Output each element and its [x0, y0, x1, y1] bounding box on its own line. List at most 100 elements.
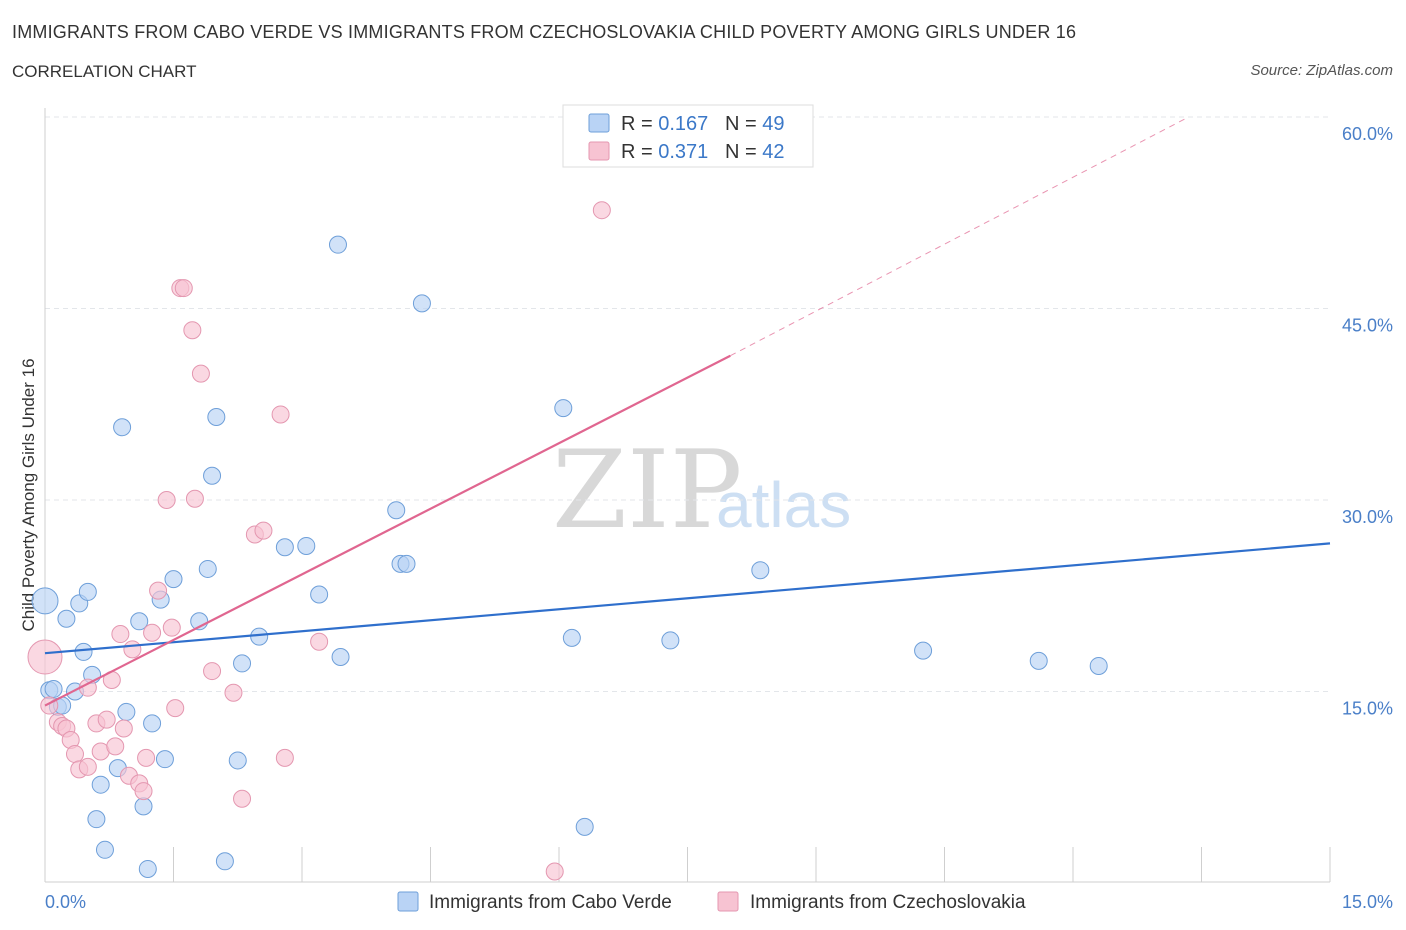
bottom-legend-swatch-blue: [397, 891, 419, 912]
point-czechoslovakia: [65, 745, 84, 764]
point-cabo-verde: [203, 466, 222, 485]
point-cabo-verde: [562, 628, 581, 647]
watermark-zip: ZIP: [552, 428, 742, 553]
point-cabo-verde: [387, 501, 406, 520]
point-czechoslovakia: [134, 782, 153, 801]
point-czechoslovakia: [114, 719, 133, 738]
point-czechoslovakia: [271, 405, 290, 424]
point-czechoslovakia: [106, 737, 125, 756]
point-czechoslovakia: [149, 581, 168, 600]
point-cabo-verde: [1089, 656, 1108, 675]
point-cabo-verde: [198, 559, 217, 578]
trend-lines: [44, 116, 1331, 707]
point-cabo-verde: [297, 536, 316, 555]
x-axis-ticks: [44, 847, 1331, 882]
legend-r-value-2: 0.371: [658, 141, 708, 163]
data-points: [27, 201, 1108, 881]
point-cabo-verde: [661, 631, 680, 650]
point-czechoslovakia: [275, 748, 294, 767]
legend-r-label-1: R =: [621, 113, 658, 135]
point-cabo-verde: [134, 797, 153, 816]
point-cabo-verde: [250, 627, 269, 646]
point-czechoslovakia: [183, 321, 202, 340]
source-label: Source: ZipAtlas.com: [1250, 62, 1393, 79]
point-czechoslovakia: [143, 623, 162, 642]
legend-n-row1: N = 49: [725, 113, 785, 135]
point-cabo-verde: [233, 654, 252, 673]
point-czechoslovakia: [166, 699, 185, 718]
point-cabo-verde: [78, 582, 97, 601]
point-czechoslovakia: [27, 639, 63, 675]
point-czechoslovakia: [233, 789, 252, 808]
point-cabo-verde: [95, 840, 114, 859]
y-tick-label: 60.0%: [1342, 124, 1393, 144]
point-czechoslovakia: [174, 279, 193, 298]
point-cabo-verde: [113, 418, 132, 437]
legend-n-value-1: 49: [762, 113, 784, 135]
point-czechoslovakia: [111, 625, 130, 644]
gridlines: [45, 116, 1330, 692]
x-tick-label: 15.0%: [1342, 892, 1393, 912]
legend-r-label-2: R =: [621, 141, 658, 163]
point-cabo-verde: [44, 679, 63, 698]
point-cabo-verde: [164, 570, 183, 589]
legend-n-label-1: N =: [725, 113, 762, 135]
point-czechoslovakia: [310, 632, 329, 651]
point-cabo-verde: [117, 702, 136, 721]
point-czechoslovakia: [97, 710, 116, 729]
chart-subtitle: CORRELATION CHART: [12, 62, 197, 81]
top-legend: R = 0.167 N = 49 R = 0.371 N = 42: [562, 104, 814, 168]
watermark-atlas: atlas: [716, 469, 851, 541]
bottom-legend-label-pink: Immigrants from Czechoslovakia: [750, 892, 1026, 913]
point-cabo-verde: [228, 751, 247, 770]
legend-n-value-2: 42: [762, 141, 784, 163]
point-cabo-verde: [143, 714, 162, 733]
point-cabo-verde: [1029, 651, 1048, 670]
trend-line-czechoslovakia: [44, 354, 731, 707]
point-czechoslovakia: [545, 862, 564, 881]
point-cabo-verde: [74, 642, 93, 661]
point-cabo-verde: [397, 554, 416, 573]
legend-swatch-pink: [588, 141, 610, 161]
point-czechoslovakia: [254, 521, 273, 540]
point-cabo-verde: [87, 810, 106, 829]
point-czechoslovakia: [185, 489, 204, 508]
x-tick-labels: 0.0% 15.0%: [45, 892, 1393, 912]
legend-row1: R = 0.167: [621, 113, 708, 135]
y-tick-labels: 15.0% 30.0% 45.0% 60.0%: [1342, 124, 1393, 719]
bottom-legend-swatch-pink: [717, 891, 739, 912]
point-cabo-verde: [215, 852, 234, 871]
point-czechoslovakia: [203, 662, 222, 681]
point-czechoslovakia: [137, 748, 156, 767]
point-czechoslovakia: [78, 757, 97, 776]
point-cabo-verde: [207, 408, 226, 427]
legend-n-label-2: N =: [725, 141, 762, 163]
point-czechoslovakia: [162, 618, 181, 637]
trend-line-cabo-verde: [44, 542, 1331, 655]
point-cabo-verde: [751, 561, 770, 580]
x-tick-label: 0.0%: [45, 892, 86, 912]
chart-title: IMMIGRANTS FROM CABO VERDE VS IMMIGRANTS…: [12, 22, 1077, 42]
point-cabo-verde: [412, 294, 431, 313]
legend-r-value-1: 0.167: [658, 113, 708, 135]
point-cabo-verde: [310, 585, 329, 604]
point-cabo-verde: [155, 750, 174, 769]
point-cabo-verde: [914, 641, 933, 660]
point-czechoslovakia: [592, 201, 611, 220]
legend-row2: R = 0.371: [621, 141, 708, 163]
point-czechoslovakia: [123, 640, 142, 659]
point-cabo-verde: [91, 775, 110, 794]
point-cabo-verde: [57, 609, 76, 628]
point-cabo-verde: [31, 587, 59, 615]
y-axis-title: Child Poverty Among Girls Under 16: [19, 358, 38, 631]
bottom-legend-label-blue: Immigrants from Cabo Verde: [429, 892, 672, 913]
point-cabo-verde: [575, 817, 594, 836]
y-tick-label: 30.0%: [1342, 507, 1393, 527]
point-czechoslovakia: [191, 364, 210, 383]
legend-swatch-blue: [588, 113, 610, 133]
legend-n-row2: N = 42: [725, 141, 785, 163]
point-cabo-verde: [554, 399, 573, 418]
point-czechoslovakia: [157, 491, 176, 509]
bottom-legend: Immigrants from Cabo Verde Immigrants fr…: [397, 891, 1026, 913]
